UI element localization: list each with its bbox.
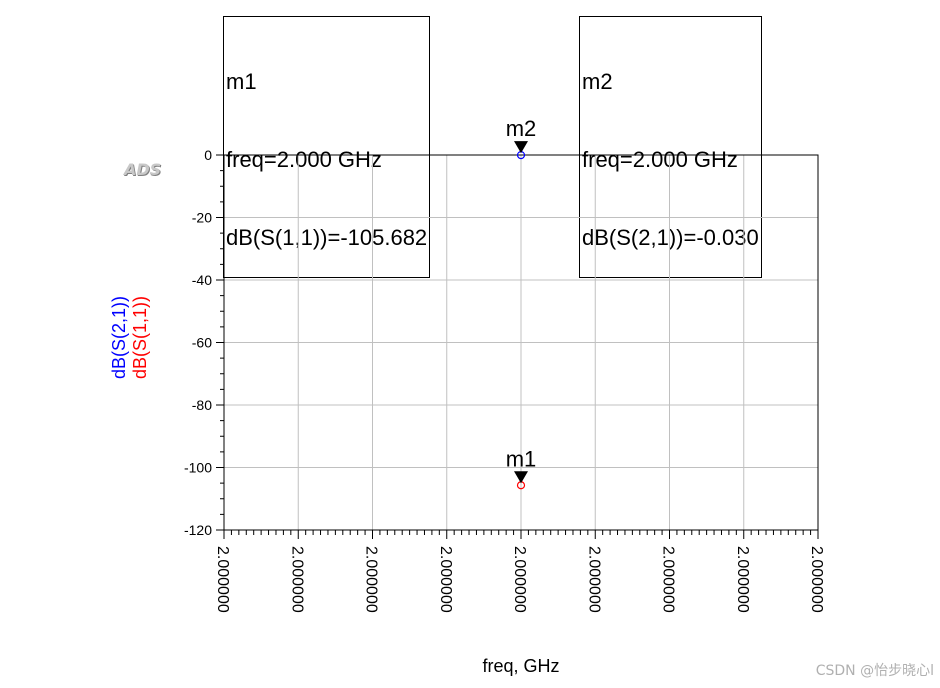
marker-label: m1	[506, 446, 537, 471]
x-tick-label: 2.000000	[363, 546, 380, 613]
marker-m2-value: dB(S(2,1))=-0.030	[582, 225, 759, 250]
y-axis-label: dB(S(1,1))	[130, 296, 150, 379]
y-tick-label: -60	[192, 335, 212, 351]
marker-m1-value: dB(S(1,1))=-105.682	[226, 225, 428, 250]
marker-m1-readout: m1 freq=2.000 GHz dB(S(1,1))=-105.682	[223, 16, 431, 278]
marker-m2-freq: freq=2.000 GHz	[582, 147, 738, 172]
x-tick-label: 2.000000	[734, 546, 751, 613]
y-tick-label: -20	[192, 210, 212, 226]
marker-m2-name: m2	[582, 69, 613, 94]
marker-label: m2	[506, 116, 537, 141]
marker-m2-readout: m2 freq=2.000 GHz dB(S(2,1))=-0.030	[579, 16, 762, 278]
y-tick-label: -40	[192, 272, 212, 288]
x-tick-label: 2.000000	[585, 546, 602, 613]
marker-m1-freq: freq=2.000 GHz	[226, 147, 382, 172]
y-tick-label: 0	[204, 147, 212, 163]
marker-triangle	[514, 141, 528, 154]
x-tick-label: 2.000000	[437, 546, 454, 613]
x-tick-label: 2.000000	[214, 546, 231, 613]
watermark: CSDN @怡步晓心l	[815, 663, 934, 679]
x-tick-label: 2.000000	[288, 546, 305, 613]
x-axis-label: freq, GHz	[482, 656, 559, 676]
y-tick-label: -100	[184, 460, 212, 476]
x-tick-label: 2.000000	[808, 546, 825, 613]
marker-triangle	[514, 471, 528, 484]
ads-logo: ADS	[124, 160, 162, 179]
marker-m1-name: m1	[226, 69, 257, 94]
y-axis-label: dB(S(2,1))	[109, 296, 129, 379]
x-tick-label: 2.000000	[660, 546, 677, 613]
x-tick-label: 2.000000	[511, 546, 528, 613]
y-tick-label: -80	[192, 397, 212, 413]
y-tick-label: -120	[184, 522, 212, 538]
